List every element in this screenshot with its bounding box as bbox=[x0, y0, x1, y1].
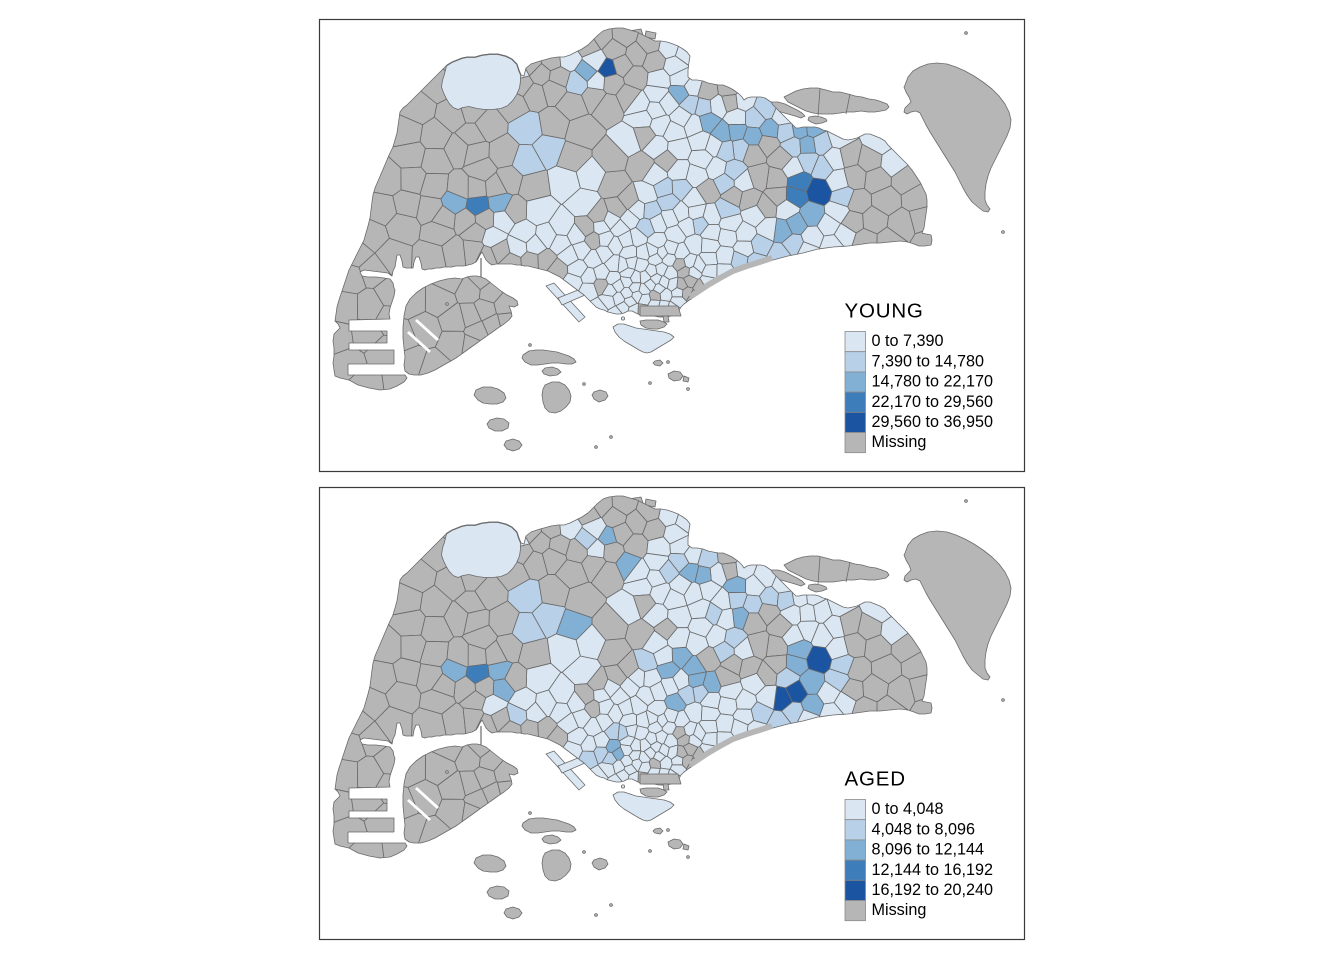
svg-text:Missing: Missing bbox=[872, 433, 927, 451]
svg-text:22,170 to 29,560: 22,170 to 29,560 bbox=[872, 393, 994, 411]
svg-text:7,390 to 14,780: 7,390 to 14,780 bbox=[872, 352, 985, 370]
svg-text:Missing: Missing bbox=[872, 901, 927, 919]
svg-text:0 to 7,390: 0 to 7,390 bbox=[872, 332, 944, 350]
svg-text:4,048 to 8,096: 4,048 to 8,096 bbox=[872, 820, 976, 838]
svg-text:8,096 to 12,144: 8,096 to 12,144 bbox=[872, 841, 985, 859]
svg-text:29,560 to 36,950: 29,560 to 36,950 bbox=[872, 413, 994, 431]
svg-text:16,192 to 20,240: 16,192 to 20,240 bbox=[872, 881, 994, 899]
svg-text:14,780 to 22,170: 14,780 to 22,170 bbox=[872, 373, 994, 391]
svg-text:YOUNG: YOUNG bbox=[845, 300, 924, 323]
svg-text:AGED: AGED bbox=[845, 768, 906, 791]
svg-text:12,144 to 16,192: 12,144 to 16,192 bbox=[872, 861, 994, 879]
svg-text:0 to 4,048: 0 to 4,048 bbox=[872, 800, 944, 818]
